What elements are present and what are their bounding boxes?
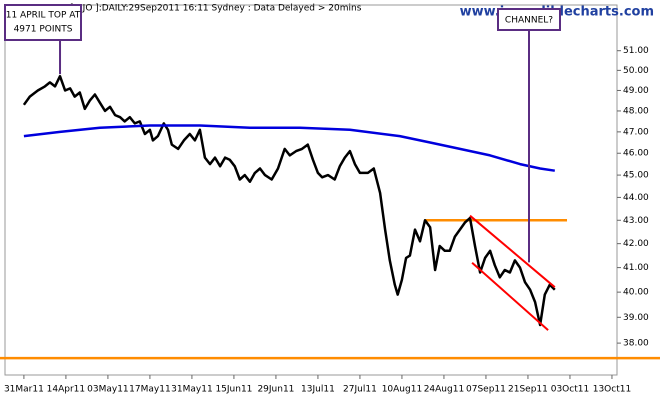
y-tick-label: 39.00 xyxy=(623,313,649,323)
x-tick-label: 13Oct11 xyxy=(593,385,631,395)
x-tick-label: 15Jun11 xyxy=(215,385,252,395)
x-tick-label: 07Sep11 xyxy=(466,385,506,395)
x-tick-label: 31May11 xyxy=(171,385,213,395)
x-tick-label: 29Jun11 xyxy=(257,385,294,395)
x-tick-label: 17May11 xyxy=(129,385,171,395)
y-tick-label: 47.00 xyxy=(623,127,649,137)
y-tick-label: 44.00 xyxy=(623,193,649,203)
price-line xyxy=(23,124,555,172)
x-tick-label: 03May11 xyxy=(87,385,129,395)
x-tick-label: 13Jul11 xyxy=(301,385,335,395)
y-tick-label: 41.00 xyxy=(623,263,649,273)
annotation-box xyxy=(4,4,82,41)
trend-line xyxy=(469,214,556,288)
x-tick-label: 27Jul11 xyxy=(343,385,377,395)
x-tick-label: 10Aug11 xyxy=(382,385,422,395)
trend-line xyxy=(471,262,549,331)
y-tick-label: 40.00 xyxy=(623,288,649,298)
y-tick-label: 45.00 xyxy=(623,171,649,181)
x-tick-label: 14Apr11 xyxy=(47,385,85,395)
chart-title: S&P/ASX 200 [ XJO ]:DAILY:29Sep2011 16:1… xyxy=(8,4,362,14)
y-tick-label: 43.00 xyxy=(623,216,649,226)
y-tick-label: 49.00 xyxy=(623,86,649,96)
x-tick-label: 21Sep11 xyxy=(508,385,548,395)
plot-frame xyxy=(4,4,618,376)
y-tick-label: 46.00 xyxy=(623,149,649,159)
y-tick-label: 50.00 xyxy=(623,66,649,76)
x-tick-label: 24Aug11 xyxy=(424,385,464,395)
annotation-text: 11 APRIL TOP AT xyxy=(6,11,81,21)
annotation-text: 4971 POINTS xyxy=(14,25,73,35)
y-tick-label: 42.00 xyxy=(623,239,649,249)
y-tick-label: 38.00 xyxy=(623,339,649,349)
y-tick-label: 48.00 xyxy=(623,106,649,116)
annotation-text: CHANNEL? xyxy=(505,16,553,26)
x-tick-label: 03Oct11 xyxy=(551,385,589,395)
price-line xyxy=(22,74,556,327)
x-tick-label: 31Mar11 xyxy=(4,385,44,395)
annotation-box xyxy=(497,8,561,31)
y-tick-label: 51.00 xyxy=(623,46,649,56)
